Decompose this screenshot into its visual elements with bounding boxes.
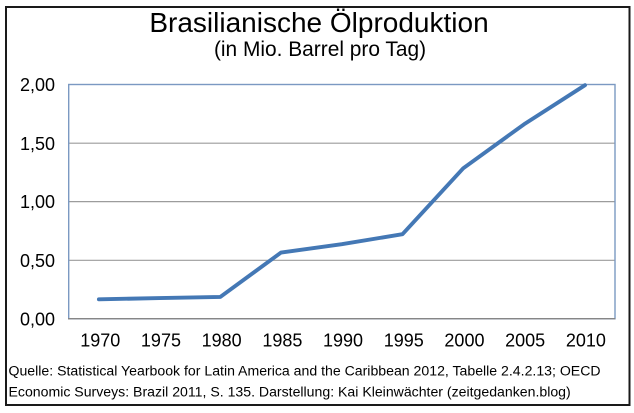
svg-text:0,00: 0,00 <box>20 309 55 329</box>
svg-text:1970: 1970 <box>80 330 120 350</box>
svg-text:1995: 1995 <box>384 330 424 350</box>
svg-text:(in Mio. Barrel pro Tag): (in Mio. Barrel pro Tag) <box>214 38 426 61</box>
svg-text:2010: 2010 <box>566 330 606 350</box>
svg-text:2,00: 2,00 <box>20 75 55 95</box>
svg-text:1975: 1975 <box>141 330 181 350</box>
svg-text:2000: 2000 <box>444 330 484 350</box>
svg-text:1985: 1985 <box>262 330 302 350</box>
svg-text:1,50: 1,50 <box>20 134 55 154</box>
svg-text:1,00: 1,00 <box>20 192 55 212</box>
svg-text:Economic Surveys: Brazil 2011,: Economic Surveys: Brazil 2011, S. 135. D… <box>9 383 571 399</box>
svg-text:0,50: 0,50 <box>20 251 55 271</box>
svg-text:1980: 1980 <box>202 330 242 350</box>
svg-text:2005: 2005 <box>505 330 545 350</box>
svg-text:1990: 1990 <box>323 330 363 350</box>
svg-text:Brasilianische Ölproduktion: Brasilianische Ölproduktion <box>149 7 488 38</box>
svg-text:Quelle: Statistical Yearbook f: Quelle: Statistical Yearbook for Latin A… <box>9 363 601 379</box>
